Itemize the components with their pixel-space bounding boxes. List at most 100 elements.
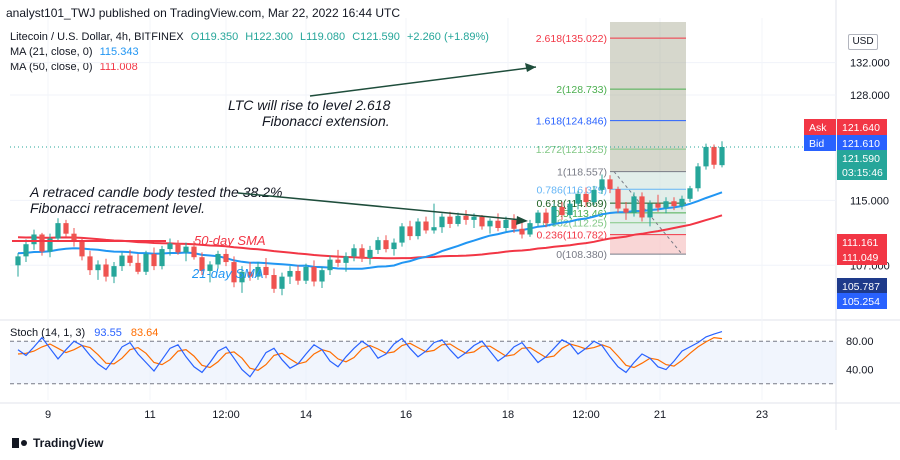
fib-level-label: 1.618(124.846): [536, 116, 607, 128]
candle-body: [151, 253, 157, 267]
candle-body: [127, 255, 133, 263]
stoch-d-line: [17, 336, 723, 371]
ma50-price-a-value: 111.161: [842, 237, 879, 249]
candle: [719, 141, 725, 168]
ma50-value: 111.008: [99, 61, 138, 73]
candle: [631, 192, 637, 217]
ma50-price-b-box: [837, 249, 887, 265]
bid-price: Bid 121.610: [804, 135, 887, 151]
candle: [495, 213, 501, 232]
candle-body: [407, 226, 413, 237]
candle-body: [359, 248, 365, 258]
candle-body: [487, 220, 493, 227]
candle-body: [191, 246, 197, 258]
ohlc-change: +2.260 (+1.89%): [406, 31, 489, 43]
time-tick: 14: [300, 409, 312, 421]
candle-body: [111, 266, 117, 277]
candle: [543, 208, 549, 228]
fibonacci-tool: 2.618(135.022) 2(128.733) 1.618(124.846) 1.…: [536, 22, 686, 261]
candle-body: [463, 215, 469, 220]
candle: [527, 219, 533, 237]
candles: [10, 141, 836, 296]
candle-body: [583, 193, 589, 203]
candle-body: [263, 266, 269, 276]
ma50-legend-row[interactable]: MA (50, close, 0) 111.008: [10, 60, 489, 75]
currency-button[interactable]: USD: [848, 34, 878, 50]
arrow-extension: [309, 66, 537, 97]
candle-body: [567, 203, 573, 216]
price-tick: 115.000: [850, 195, 889, 207]
ask-price-tag: [804, 119, 836, 135]
candle-body: [319, 270, 325, 282]
ma21-legend-row[interactable]: MA (21, close, 0) 115.343: [10, 45, 489, 60]
stoch-legend[interactable]: Stoch (14, 1, 3) 93.55 83.64: [10, 327, 158, 339]
candle-body: [39, 234, 45, 252]
candle: [191, 240, 197, 260]
time-tick: 16: [400, 409, 412, 421]
candle-body: [575, 193, 581, 204]
ma50-price-b-value: 111.049: [842, 252, 879, 264]
last-price-value: 121.590: [842, 153, 880, 165]
candle: [351, 244, 357, 262]
ohlc-low: L119.080: [300, 31, 346, 43]
candle: [127, 249, 133, 267]
ask-price-box: [837, 119, 887, 135]
candle-body: [303, 266, 309, 281]
candle: [343, 252, 349, 272]
candle: [167, 238, 173, 256]
fib-level-label: 2(128.733): [556, 84, 607, 96]
candle: [671, 197, 677, 211]
bar-countdown-box: [837, 164, 887, 180]
candle-body: [167, 243, 173, 250]
candle: [383, 235, 389, 253]
candle-body: [591, 189, 597, 203]
candle: [439, 213, 445, 233]
candle: [431, 203, 437, 234]
candle-body: [207, 264, 213, 271]
candle: [23, 239, 29, 263]
candle-body: [199, 257, 205, 271]
symbol-name[interactable]: Litecoin / U.S. Dollar, 4h, BITFINEX: [10, 31, 184, 43]
candle-body: [55, 223, 61, 239]
candle-body: [335, 259, 341, 263]
candle: [551, 203, 557, 227]
candle-body: [519, 228, 525, 235]
candle: [703, 143, 709, 170]
candle-body: [255, 266, 261, 277]
candle: [87, 250, 93, 276]
brand-name: TradingView: [33, 436, 104, 450]
publisher-line: analyst101_TWJ published on TradingView.…: [6, 6, 400, 20]
arrow-retracement: [237, 192, 523, 221]
candle-body: [503, 219, 509, 228]
bid-price-tag-label: Bid: [809, 138, 824, 150]
candle: [95, 260, 101, 280]
candle: [151, 247, 157, 271]
candle: [327, 255, 333, 276]
fib-level-label: 0(108.380): [556, 249, 607, 261]
candle-body: [239, 271, 245, 283]
candle-body: [479, 216, 485, 227]
candle: [279, 272, 285, 296]
candle: [687, 185, 693, 203]
candle-body: [135, 262, 141, 272]
symbol-row: Litecoin / U.S. Dollar, 4h, BITFINEX O11…: [10, 30, 489, 45]
ma50-price-a-box: [837, 234, 887, 250]
stoch-k-line: [17, 331, 723, 378]
candle: [711, 144, 717, 169]
fib-level-label: 2.618(135.022): [536, 33, 607, 45]
time-tick: 11: [144, 409, 155, 421]
ask-price-value: 121.640: [842, 122, 880, 134]
candle: [63, 219, 69, 237]
ma21-price-a: 105.787: [837, 278, 887, 294]
tradingview-logo[interactable]: TradingView: [12, 436, 103, 450]
candle-body: [431, 227, 437, 231]
candle-body: [15, 256, 21, 266]
candle: [287, 266, 293, 284]
candle-body: [639, 196, 645, 218]
candle: [391, 238, 397, 256]
ma50-label: MA (50, close, 0): [10, 61, 93, 73]
candle: [159, 245, 165, 270]
candle-body: [223, 253, 229, 263]
